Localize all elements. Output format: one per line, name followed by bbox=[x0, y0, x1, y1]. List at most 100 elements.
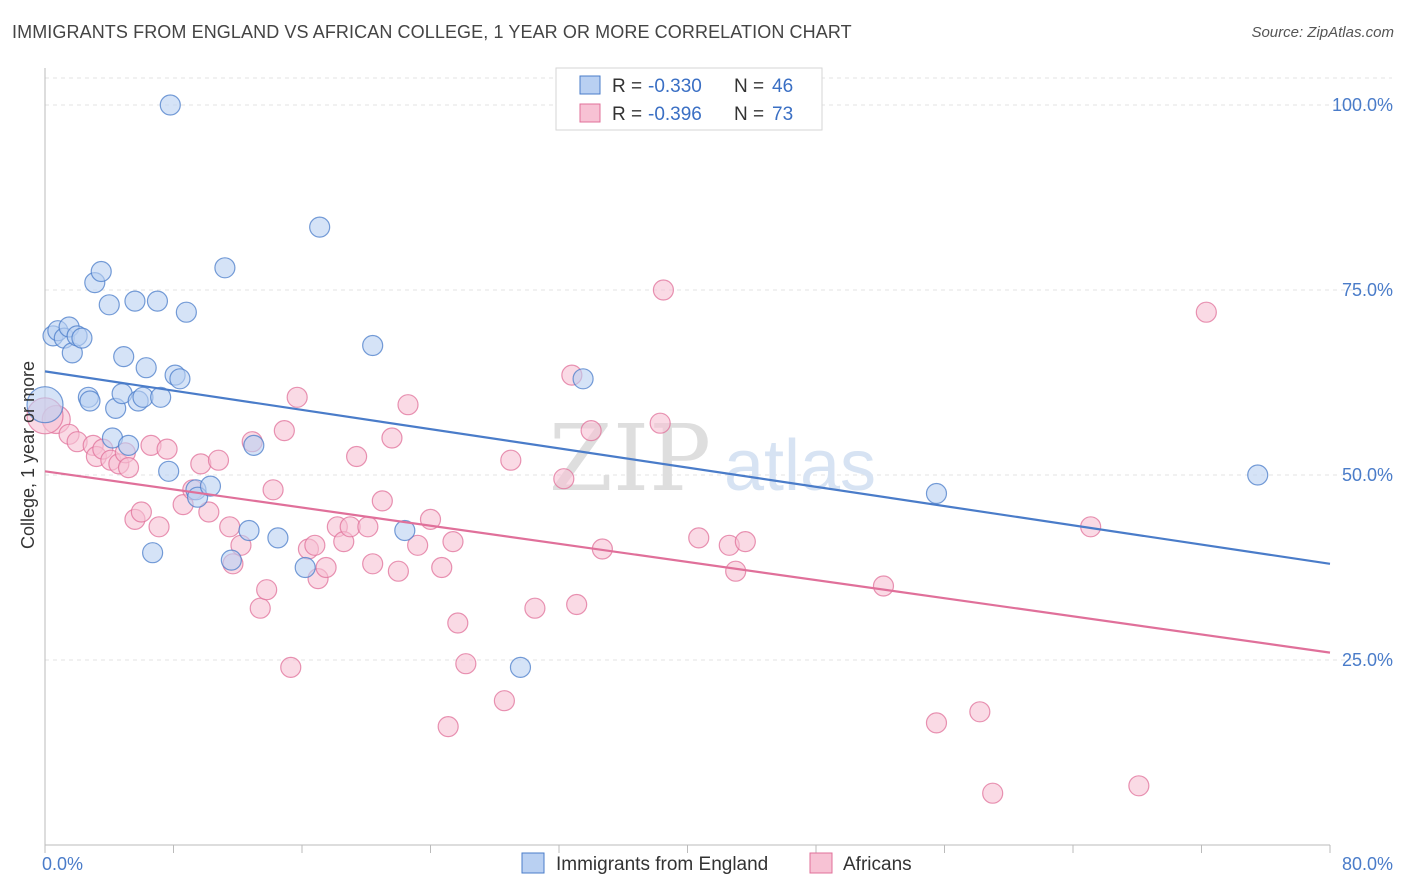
england-point bbox=[309, 216, 331, 238]
africans-point bbox=[387, 560, 409, 582]
africans-point bbox=[455, 653, 477, 675]
england-point bbox=[243, 434, 265, 456]
africans-point bbox=[357, 516, 379, 538]
africans-point bbox=[688, 527, 710, 549]
africans-point bbox=[524, 597, 546, 619]
england-point bbox=[214, 257, 236, 279]
africans-point bbox=[442, 530, 464, 553]
africans-point bbox=[117, 457, 140, 479]
bottom-legend-swatch-england bbox=[521, 852, 545, 874]
legend-n-label-england: N = bbox=[734, 76, 764, 97]
legend-swatch-africans bbox=[579, 103, 601, 123]
africans-point bbox=[734, 530, 756, 553]
y-tick-label: 50.0% bbox=[1342, 465, 1393, 485]
africans-point bbox=[362, 553, 384, 575]
legend-n-value-africans: 73 bbox=[772, 104, 793, 125]
africans-point bbox=[407, 534, 429, 556]
england-point bbox=[135, 357, 157, 379]
africans-point bbox=[130, 501, 152, 523]
england-point bbox=[132, 386, 154, 408]
england-point bbox=[1247, 464, 1269, 486]
england-point bbox=[509, 656, 532, 679]
legend-r-value-africans: -0.396 bbox=[648, 104, 702, 125]
x-tick-label: 80.0% bbox=[1342, 854, 1393, 874]
series-africans-points bbox=[26, 279, 1217, 804]
africans-point bbox=[437, 715, 459, 738]
africans-point bbox=[872, 575, 895, 597]
africans-point bbox=[493, 690, 515, 712]
africans-point bbox=[249, 597, 271, 619]
legend-r-value-england: -0.330 bbox=[648, 76, 702, 97]
england-point bbox=[146, 290, 169, 312]
africans-point bbox=[148, 516, 170, 538]
england-point bbox=[113, 346, 135, 368]
africans-point bbox=[1195, 301, 1217, 323]
y-tick-label: 25.0% bbox=[1342, 650, 1393, 670]
africans-point bbox=[969, 701, 991, 723]
africans-point bbox=[219, 516, 241, 538]
england-point bbox=[71, 327, 93, 349]
africans-point bbox=[273, 420, 295, 442]
england-point bbox=[142, 542, 164, 564]
africans-point bbox=[262, 479, 284, 501]
england-point bbox=[90, 260, 112, 283]
england-point bbox=[117, 434, 140, 456]
legend-r-label-england: R = bbox=[612, 76, 642, 97]
england-point bbox=[159, 94, 181, 116]
africans-point bbox=[652, 279, 675, 301]
england-point bbox=[79, 390, 101, 412]
africans-point bbox=[315, 556, 337, 579]
y-tick-labels: 25.0% 50.0% 75.0% 100.0% bbox=[1332, 95, 1393, 670]
england-point bbox=[220, 549, 242, 571]
x-tick-labels: 0.0% 80.0% bbox=[42, 854, 1393, 874]
england-point bbox=[169, 368, 191, 390]
legend-n-label-africans: N = bbox=[734, 104, 764, 125]
legend-n-value-england: 46 bbox=[772, 76, 793, 97]
watermark-atlas: atlas bbox=[724, 426, 876, 506]
africans-point bbox=[725, 560, 747, 582]
england-point bbox=[124, 290, 146, 312]
africans-point bbox=[553, 468, 575, 490]
england-point bbox=[98, 294, 120, 316]
africans-point bbox=[304, 534, 326, 556]
watermark: ZIP atlas bbox=[549, 405, 876, 512]
england-point bbox=[267, 527, 289, 549]
africans-point bbox=[198, 501, 220, 523]
africans-point bbox=[566, 593, 588, 616]
africans-point bbox=[207, 449, 230, 471]
bottom-legend: Immigrants from England Africans bbox=[521, 852, 912, 875]
africans-trend-line bbox=[44, 470, 1331, 654]
england-point bbox=[150, 386, 172, 408]
england-point bbox=[158, 460, 180, 482]
africans-point bbox=[339, 516, 361, 538]
legend-swatch-england bbox=[579, 75, 601, 95]
chart-source: Source: ZipAtlas.com bbox=[1251, 24, 1394, 41]
africans-point bbox=[280, 656, 302, 679]
africans-point bbox=[431, 556, 453, 579]
africans-point bbox=[500, 449, 522, 471]
x-tick-label: 0.0% bbox=[42, 854, 83, 874]
africans-point bbox=[190, 453, 212, 475]
africans-point bbox=[925, 712, 948, 734]
england-point bbox=[572, 368, 594, 390]
axes bbox=[44, 68, 1331, 853]
y-tick-label: 75.0% bbox=[1342, 280, 1393, 300]
africans-point bbox=[286, 386, 308, 408]
africans-point bbox=[346, 445, 368, 468]
africans-point bbox=[1128, 775, 1150, 797]
england-point bbox=[294, 556, 316, 579]
africans-point bbox=[256, 579, 278, 601]
bottom-legend-label-england: Immigrants from England bbox=[556, 854, 768, 875]
series-england-points bbox=[26, 94, 1269, 679]
y-tick-label: 100.0% bbox=[1332, 95, 1393, 115]
africans-point bbox=[397, 394, 419, 416]
england-point bbox=[199, 475, 222, 497]
england-point bbox=[26, 386, 64, 424]
bottom-legend-label-africans: Africans bbox=[843, 854, 912, 875]
africans-point bbox=[447, 612, 469, 634]
england-trend-line bbox=[44, 370, 1331, 565]
bottom-legend-swatch-africans bbox=[809, 852, 833, 874]
africans-point bbox=[580, 420, 602, 442]
legend: R = -0.330 N = 46 R = -0.396 N = 73 bbox=[555, 67, 823, 131]
